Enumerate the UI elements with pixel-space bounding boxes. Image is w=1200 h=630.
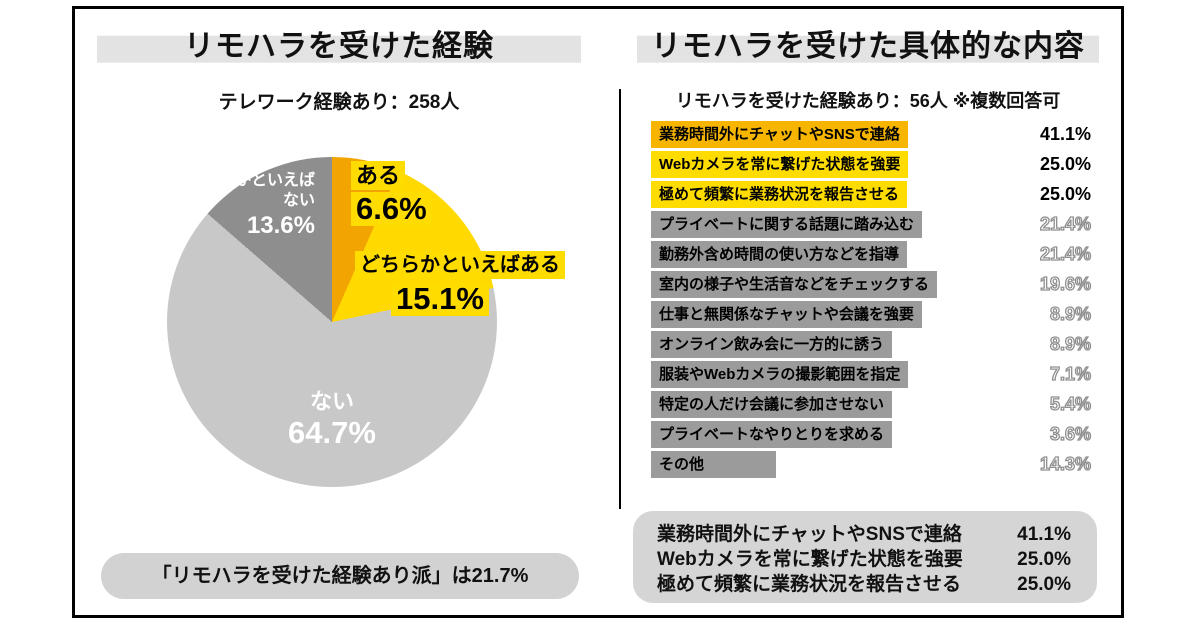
- bar-chart: 業務時間外にチャットやSNSで連絡 41.1% Webカメラを常に繋げた状態を強要 2…: [651, 121, 1092, 481]
- pie-label-text: どちらかといえばない: [186, 172, 315, 209]
- bar-row: 室内の様子や生活音などをチェックする 19.6%: [651, 271, 1092, 298]
- bar-row: プライベートに関する話題に踏み込む 21.4%: [651, 211, 1092, 238]
- bar-value: 21.4%: [1039, 243, 1091, 264]
- bar-value: 21.4%: [1039, 213, 1091, 234]
- bar-value: 19.6%: [1039, 273, 1091, 294]
- summary-label: Webカメラを常に繋げた状態を強要: [657, 549, 963, 570]
- bar: 業務時間外にチャットやSNSで連絡: [651, 121, 908, 148]
- bar-value: 5.4%: [1049, 393, 1091, 414]
- summary-label: 業務時間外にチャットやSNSで連絡: [657, 524, 962, 545]
- summary-row: 極めて頻繁に業務状況を報告させる 25.0%: [657, 574, 1071, 596]
- bar-row: 極めて頻繁に業務状況を報告させる 25.0%: [651, 181, 1091, 208]
- summary-value: 41.1%: [1017, 524, 1071, 545]
- right-title: リモハラを受けた具体的な内容: [637, 23, 1099, 71]
- pie-label-value: 6.6%: [351, 192, 432, 226]
- panel-divider: [619, 89, 621, 509]
- bar-value: 25.0%: [1039, 154, 1091, 174]
- pie-label-nai: ない 64.7%: [251, 389, 413, 451]
- pie-label-dochiraka-nai: どちらかといえばない 13.6%: [179, 171, 315, 241]
- pie-label-value: 15.1%: [391, 282, 489, 316]
- bar-row: Webカメラを常に繋げた状態を強要 25.0%: [651, 151, 1091, 178]
- pie-label-text: ある: [351, 161, 406, 190]
- summary-value: 25.0%: [1017, 549, 1071, 570]
- right-subtitle: リモハラを受けた経験あり：56人 ※複数回答可: [675, 91, 1061, 111]
- bar-row: オンライン飲み会に一方的に誘う 8.9%: [651, 331, 1092, 358]
- pie-label-text: どちらかといえばある: [355, 251, 565, 279]
- bar: 極めて頻繁に業務状況を報告させる: [651, 181, 908, 208]
- summary-label: 極めて頻繁に業務状況を報告させる: [657, 574, 962, 595]
- bar: Webカメラを常に繋げた状態を強要: [651, 151, 909, 178]
- bar-row: その他 14.3%: [651, 451, 1092, 478]
- bar-value: 3.6%: [1049, 423, 1091, 444]
- right-title-highlight: [637, 35, 1099, 63]
- bar-value: 8.9%: [1049, 333, 1091, 354]
- summary-value: 25.0%: [1017, 574, 1071, 595]
- bar-value: 41.1%: [1039, 124, 1091, 144]
- bar: 室内の様子や生活音などをチェックする: [651, 271, 938, 298]
- bar-row: 仕事と無関係なチャットや会議を強要 8.9%: [651, 301, 1092, 328]
- bar: 服装やWebカメラの撮影範囲を指定: [651, 361, 909, 388]
- bar: オンライン飲み会に一方的に誘う: [651, 331, 893, 358]
- pie-chart: [167, 157, 497, 487]
- pie-label-value: 64.7%: [288, 415, 376, 450]
- left-title: リモハラを受けた経験: [97, 23, 581, 71]
- bar-value: 7.1%: [1049, 363, 1091, 384]
- bar: プライベートに関する話題に踏み込む: [651, 211, 923, 238]
- top3-summary-box: 業務時間外にチャットやSNSで連絡 41.1% Webカメラを常に繋げた状態を強…: [633, 511, 1097, 603]
- bar: 特定の人だけ会議に参加させない: [651, 391, 893, 418]
- bar-value: 8.9%: [1049, 303, 1091, 324]
- pie-label-text: ない: [309, 389, 354, 414]
- bar-value: 25.0%: [1039, 184, 1091, 204]
- left-title-text: リモハラを受けた経験: [184, 30, 494, 63]
- summary-row: Webカメラを常に繋げた状態を強要 25.0%: [657, 549, 1071, 571]
- bar: 仕事と無関係なチャットや会議を強要: [651, 301, 922, 328]
- summary-row: 業務時間外にチャットやSNSで連絡 41.1%: [657, 524, 1071, 546]
- bar: プライベートなやりとりを求める: [651, 421, 893, 448]
- left-title-highlight: [97, 35, 581, 63]
- bar-row: 特定の人だけ会議に参加させない 5.4%: [651, 391, 1092, 418]
- bar: その他: [651, 451, 776, 478]
- bar-row: 勤務外含め時間の使い方などを指導 21.4%: [651, 241, 1092, 268]
- left-summary-pill: 「リモハラを受けた経験あり派」は21.7%: [101, 553, 579, 599]
- pie-label-aru: ある 6.6%: [351, 161, 432, 226]
- outer-border: リモハラを受けた経験 テレワーク経験あり：258人 どちらかといえばない 13.…: [72, 6, 1124, 618]
- bar-row: 業務時間外にチャットやSNSで連絡 41.1%: [651, 121, 1091, 148]
- bar-row: プライベートなやりとりを求める 3.6%: [651, 421, 1092, 448]
- bar-row: 服装やWebカメラの撮影範囲を指定 7.1%: [651, 361, 1092, 388]
- right-title-text: リモハラを受けた具体的な内容: [651, 30, 1085, 63]
- bar: 勤務外含め時間の使い方などを指導: [651, 241, 908, 268]
- pie-label-dochiraka-aru: どちらかといえばある 15.1%: [355, 251, 565, 316]
- bar-value: 14.3%: [1039, 453, 1091, 474]
- left-subtitle: テレワーク経験あり：258人: [218, 92, 460, 113]
- pie-label-value: 13.6%: [246, 212, 315, 239]
